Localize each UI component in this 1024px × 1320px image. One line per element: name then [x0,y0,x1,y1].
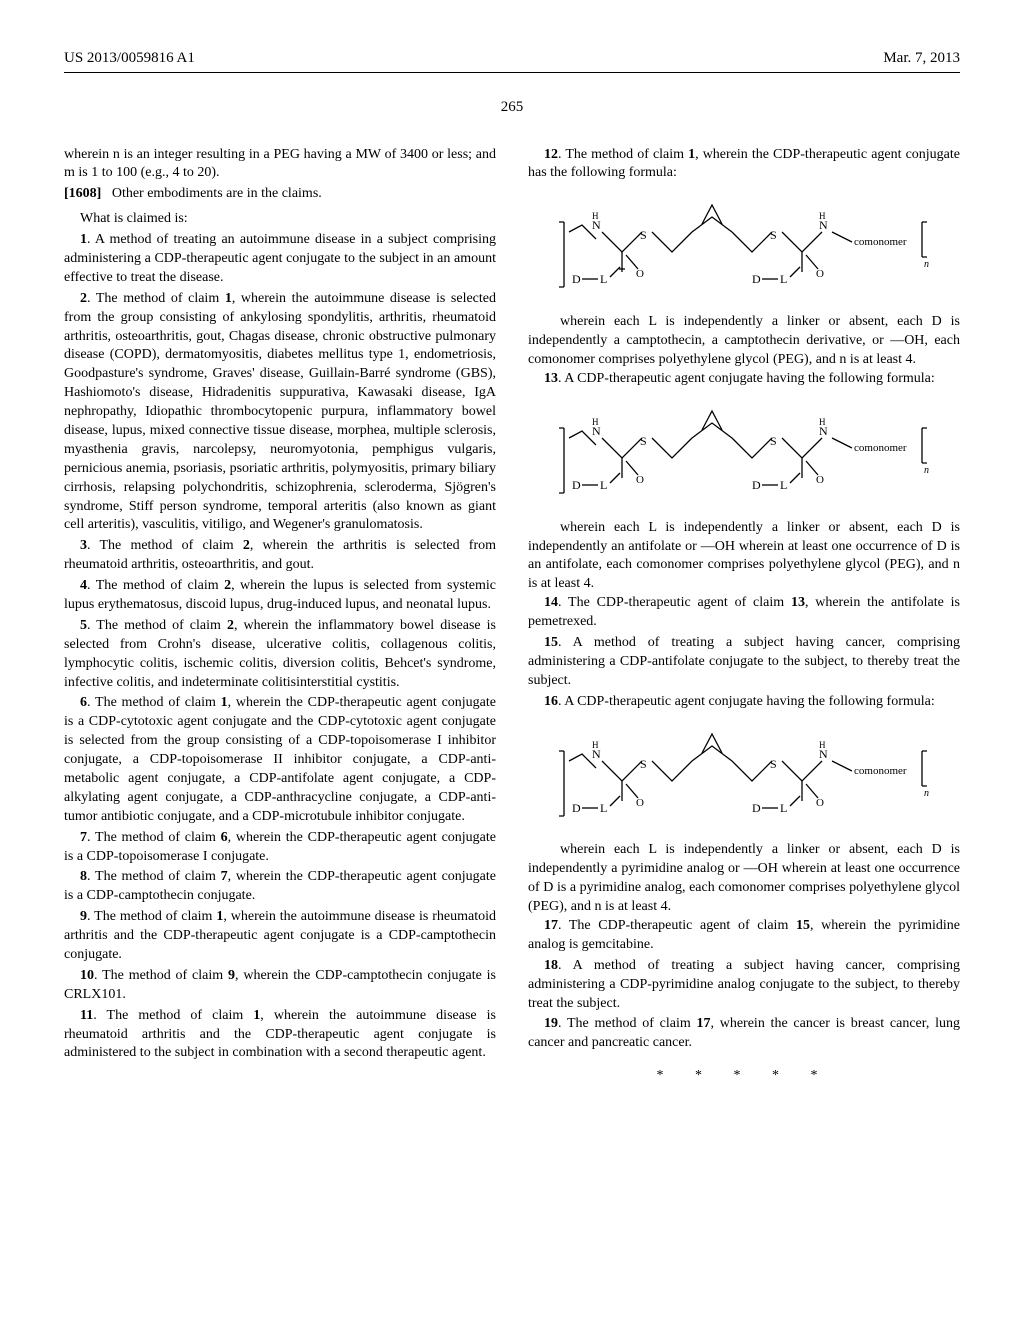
svg-text:comonomer: comonomer [854,442,907,454]
svg-text:S: S [770,757,777,771]
svg-text:L: L [600,272,607,286]
page-number: 265 [64,97,960,117]
svg-text:comonomer: comonomer [854,765,907,777]
continuation-text: wherein n is an integer resulting in a P… [64,146,496,184]
claim-13: 13. A CDP-therapeutic agent conjugate ha… [528,370,960,389]
svg-text:H: H [819,740,826,750]
svg-text:D: D [752,272,761,286]
content-columns: wherein n is an integer resulting in a P… [64,146,960,1087]
svg-text:S: S [640,434,647,448]
claim-18: 18. A method of treating a subject havin… [528,957,960,1014]
claim-15: 15. A method of treating a subject havin… [528,634,960,691]
svg-text:H: H [592,211,599,221]
formula-16: N H S S N H comonomer O [528,726,960,828]
svg-text:O: O [816,474,824,486]
claim-1: 1. A method of treating an autoimmune di… [64,231,496,288]
patent-date: Mar. 7, 2013 [883,48,960,68]
svg-text:L: L [780,801,787,815]
claim-17: 17. The CDP-therapeutic agent of claim 1… [528,917,960,955]
claim-3: 3. The method of claim 2, wherein the ar… [64,537,496,575]
svg-text:L: L [780,272,787,286]
svg-text:O: O [816,268,824,280]
claim-7: 7. The method of claim 6, wherein the CD… [64,829,496,867]
wherein-12: wherein each L is independently a linker… [528,313,960,370]
svg-text:O: O [636,474,644,486]
right-column: 12. The method of claim 1, wherein the C… [528,146,960,1087]
svg-text:L: L [780,478,787,492]
para-number: [1608] [64,186,101,201]
svg-text:O: O [816,797,824,809]
svg-text:D: D [572,801,581,815]
patent-header: US 2013/0059816 A1 Mar. 7, 2013 [64,48,960,73]
svg-text:H: H [819,417,826,427]
svg-text:n: n [924,465,929,476]
wherein-13: wherein each L is independently a linker… [528,519,960,595]
svg-text:D: D [572,478,581,492]
svg-text:S: S [770,228,777,242]
svg-text:S: S [640,757,647,771]
svg-text:H: H [592,417,599,427]
svg-text:O: O [636,797,644,809]
svg-text:O: O [636,268,644,280]
formula-13: N H S S N H comonomer O [528,403,960,505]
claim-5: 5. The method of claim 2, wherein the in… [64,617,496,693]
claims-label: What is claimed is: [64,210,496,229]
left-column: wherein n is an integer resulting in a P… [64,146,496,1087]
svg-text:D: D [752,801,761,815]
patent-number: US 2013/0059816 A1 [64,48,195,68]
svg-text:D: D [572,272,581,286]
claim-8: 8. The method of claim 7, wherein the CD… [64,868,496,906]
end-stars: * * * * * [528,1067,960,1086]
svg-text:H: H [592,740,599,750]
para-1608: [1608] Other embodiments are in the clai… [64,185,496,204]
claim-10: 10. The method of claim 9, wherein the C… [64,967,496,1005]
svg-text:L: L [600,478,607,492]
claim-19: 19. The method of claim 17, wherein the … [528,1015,960,1053]
claim-2: 2. The method of claim 1, wherein the au… [64,290,496,536]
svg-text:S: S [640,228,647,242]
svg-text:L: L [600,801,607,815]
claim-6: 6. The method of claim 1, wherein the CD… [64,694,496,826]
svg-text:D: D [752,478,761,492]
para-text: Other embodiments are in the claims. [112,186,322,201]
svg-text:n: n [924,788,929,799]
claim-14: 14. The CDP-therapeutic agent of claim 1… [528,594,960,632]
claim-9: 9. The method of claim 1, wherein the au… [64,908,496,965]
svg-text:H: H [819,211,826,221]
wherein-16: wherein each L is independently a linker… [528,841,960,917]
svg-text:comonomer: comonomer [854,236,907,248]
svg-text:S: S [770,434,777,448]
svg-text:n: n [924,259,929,270]
formula-12: N H S S N H comonomer O [528,197,960,299]
claim-11: 11. The method of claim 1, wherein the a… [64,1007,496,1064]
claim-16: 16. A CDP-therapeutic agent conjugate ha… [528,693,960,712]
claim-4: 4. The method of claim 2, wherein the lu… [64,577,496,615]
claim-12: 12. The method of claim 1, wherein the C… [528,146,960,184]
